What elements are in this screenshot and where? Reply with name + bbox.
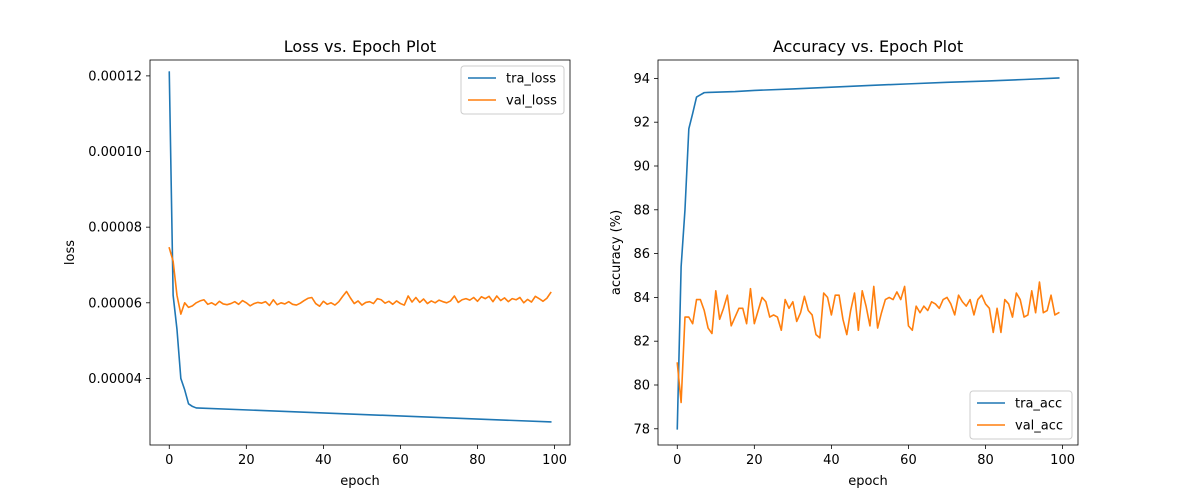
accuracy-x-ticks: 0 20 40 60 80 100 (673, 445, 1075, 468)
loss-x-axis-label: epoch (340, 474, 380, 489)
accuracy-plot: Accuracy vs. Epoch Plot 0 20 40 60 80 100 78 8… (609, 37, 1079, 489)
loss-x-tick-label: 0 (165, 453, 173, 468)
loss-series-val-loss-line (168, 246, 552, 315)
accuracy-plot-frame (657, 59, 1079, 446)
accuracy-x-tick-label: 0 (673, 453, 681, 468)
accuracy-y-tick-label: 94 (633, 72, 650, 87)
accuracy-plot-title: Accuracy vs. Epoch Plot (773, 37, 963, 56)
accuracy-y-axis-label: accuracy (%) (609, 210, 624, 295)
loss-x-tick-label: 60 (392, 453, 409, 468)
loss-x-tick-label: 40 (315, 453, 332, 468)
accuracy-y-tick-label: 78 (633, 422, 650, 437)
accuracy-x-tick-label: 20 (746, 453, 763, 468)
accuracy-x-tick-label: 60 (900, 453, 917, 468)
accuracy-y-tick-label: 82 (633, 335, 650, 350)
loss-x-tick-label: 100 (542, 453, 567, 468)
accuracy-legend-label-tra-acc: tra_acc (1015, 397, 1062, 412)
loss-legend: tra_loss val_loss (460, 65, 565, 115)
loss-x-tick-label: 20 (238, 453, 255, 468)
loss-legend-label-tra-loss: tra_loss (506, 72, 556, 87)
loss-y-tick-label: 0.00006 (88, 296, 142, 311)
loss-x-ticks: 0 20 40 60 80 100 (165, 445, 567, 468)
loss-legend-label-val-loss: val_loss (506, 94, 557, 109)
loss-series-tra-loss-line (168, 71, 552, 423)
accuracy-y-ticks: 78 80 82 84 86 88 90 92 94 (633, 72, 658, 437)
accuracy-y-tick-label: 88 (633, 203, 650, 218)
accuracy-x-axis-label: epoch (848, 474, 888, 489)
accuracy-series-tra-acc-line (676, 77, 1060, 430)
loss-plot-title: Loss vs. Epoch Plot (284, 37, 436, 56)
accuracy-y-tick-label: 86 (633, 247, 650, 262)
accuracy-x-tick-label: 80 (977, 453, 994, 468)
accuracy-y-tick-label: 92 (633, 116, 650, 131)
loss-y-axis-label: loss (63, 240, 78, 265)
loss-y-tick-label: 0.00004 (88, 372, 142, 387)
loss-y-tick-label: 0.00012 (88, 69, 142, 84)
accuracy-legend: tra_acc val_acc (969, 390, 1073, 440)
accuracy-y-tick-label: 90 (633, 159, 650, 174)
accuracy-x-tick-label: 40 (823, 453, 840, 468)
loss-y-ticks: 0.00004 0.00006 0.00008 0.00010 0.00012 (88, 69, 150, 387)
accuracy-series-val-acc-line (676, 281, 1060, 404)
accuracy-y-tick-label: 80 (633, 378, 650, 393)
loss-x-tick-label: 80 (469, 453, 486, 468)
accuracy-y-tick-label: 84 (633, 291, 650, 306)
loss-series-layer (168, 71, 552, 423)
accuracy-legend-label-val-acc: val_acc (1015, 419, 1063, 434)
accuracy-series-layer (676, 77, 1060, 430)
loss-plot: Loss vs. Epoch Plot 0 20 40 60 80 100 0.00004… (63, 37, 571, 489)
loss-y-tick-label: 0.00010 (88, 145, 142, 160)
accuracy-x-tick-label: 100 (1050, 453, 1075, 468)
loss-y-tick-label: 0.00008 (88, 221, 142, 236)
loss-plot-frame (149, 59, 571, 446)
